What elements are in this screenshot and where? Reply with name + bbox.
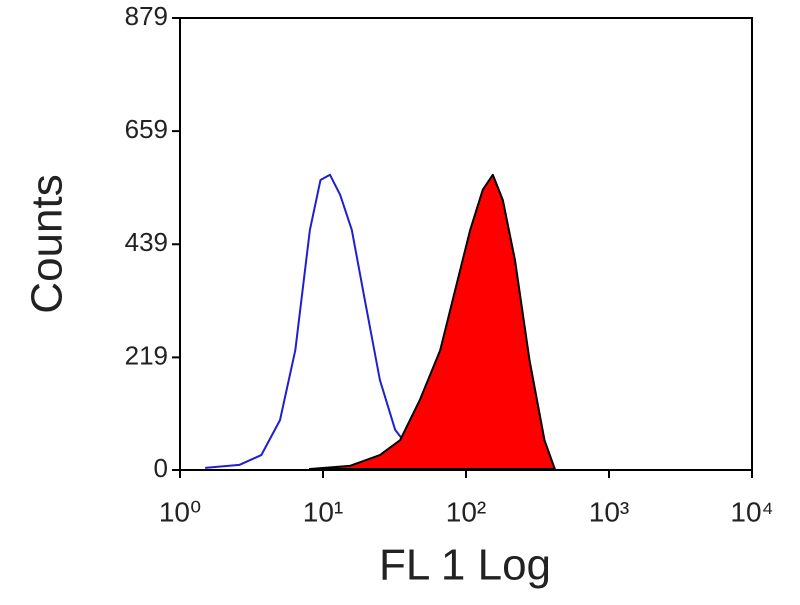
x-tick-label: 10⁰ [159,496,201,527]
x-tick-label: 10⁴ [730,496,773,527]
x-tick-label: 10² [446,496,486,527]
y-tick-label: 659 [125,114,168,144]
y-axis-title: Counts [23,174,72,313]
y-tick-label: 219 [125,340,168,370]
y-tick-label: 0 [154,453,168,483]
histogram-area [308,173,556,470]
y-tick-label: 879 [125,1,168,31]
x-axis-title: FL 1 Log [379,541,551,590]
y-tick-label: 439 [125,227,168,257]
x-tick-label: 10³ [589,496,629,527]
x-tick-label: 10¹ [303,496,343,527]
